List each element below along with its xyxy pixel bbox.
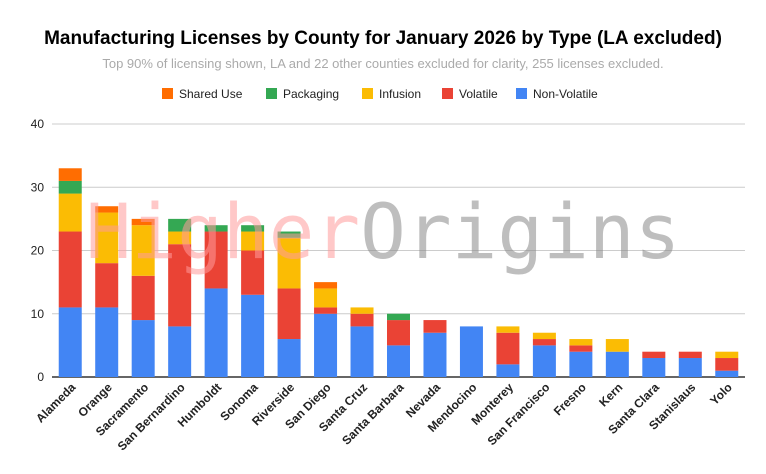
bar-segment [58,231,82,308]
bar-segment [314,307,338,314]
bar-segment [605,351,629,377]
bar-segment [423,320,447,333]
legend-label: Infusion [379,87,421,101]
bar-segment [423,332,447,377]
bar-segment [277,339,301,377]
bar-segment [241,231,265,251]
bar-segment [387,320,410,346]
bar-segment [58,168,82,181]
x-tick-label: Alameda [33,380,79,426]
bar-segment [715,370,739,377]
bar-segment [642,351,666,359]
bar-segment [605,339,629,352]
chart-title: Manufacturing Licenses by County for Jan… [44,28,722,49]
bar-segment [642,358,666,377]
y-tick-label: 40 [31,117,45,131]
bar-segment [204,231,228,289]
bar-segment [569,345,593,352]
bar-segment [95,212,119,264]
bar-segment [678,351,702,359]
bar-segment [569,351,593,377]
legend-label: Volatile [459,87,498,101]
bar-segment [532,345,556,377]
bars [58,168,739,377]
bar-segment [131,320,155,377]
bar-segment [496,364,520,377]
bar-segment [350,313,374,327]
bar-segment [168,244,192,327]
bar-segment [95,307,119,377]
bar-segment [387,345,410,377]
bar-segment [314,282,338,289]
bar-segment [715,358,739,371]
bar-segment [58,307,82,377]
legend-swatch [442,88,453,99]
bar-segment [204,288,228,377]
y-tick-label: 0 [37,370,44,384]
y-tick-label: 20 [31,244,45,258]
bar-segment [131,218,155,226]
bar-segment [496,332,520,365]
legend-swatch [266,88,277,99]
bar-segment [314,313,338,377]
bar-segment [168,326,192,377]
bar-segment [168,218,192,232]
chart-subtitle: Top 90% of licensing shown, LA and 22 ot… [102,56,663,71]
bar-segment [58,180,82,194]
bar-segment [95,263,119,308]
bar-segment [715,351,739,359]
bar-segment [532,332,556,340]
legend-label: Shared Use [179,87,243,101]
legend-swatch [362,88,373,99]
legend: Shared Use Packaging Infusion Volatile Non-V… [162,87,598,101]
bar-segment [459,326,483,377]
bar-segment [350,307,374,314]
watermark-text: HigherOrigins [86,187,681,276]
bar-segment [58,193,82,232]
bar-segment [277,288,301,340]
bar-segment [241,250,265,295]
x-tick-label: Kern [596,380,625,409]
bar-segment [277,237,301,289]
bar-segment [277,231,301,238]
bar-segment [496,326,520,333]
bar-segment [387,313,410,321]
bar-segment [131,225,155,276]
legend-swatch [516,88,527,99]
x-tick-label: Yolo [707,380,735,408]
bar-segment [532,339,556,346]
legend-label: Non-Volatile [533,87,598,101]
legend-swatch [162,88,173,99]
y-tick-label: 10 [31,307,45,321]
bar-segment [204,225,228,232]
bar-segment [168,231,192,245]
bar-segment [95,206,119,213]
bar-segment [314,288,338,308]
bar-segment [131,275,155,321]
watermark: HigherOrigins [86,187,681,276]
bar-segment [241,294,265,377]
bar-segment [678,358,702,377]
bar-segment [569,339,593,346]
x-tick-label: Fresno [551,380,589,418]
y-tick-label: 30 [31,180,45,194]
bar-segment [241,225,265,232]
legend-label: Packaging [283,87,339,101]
bar-segment [350,326,374,377]
